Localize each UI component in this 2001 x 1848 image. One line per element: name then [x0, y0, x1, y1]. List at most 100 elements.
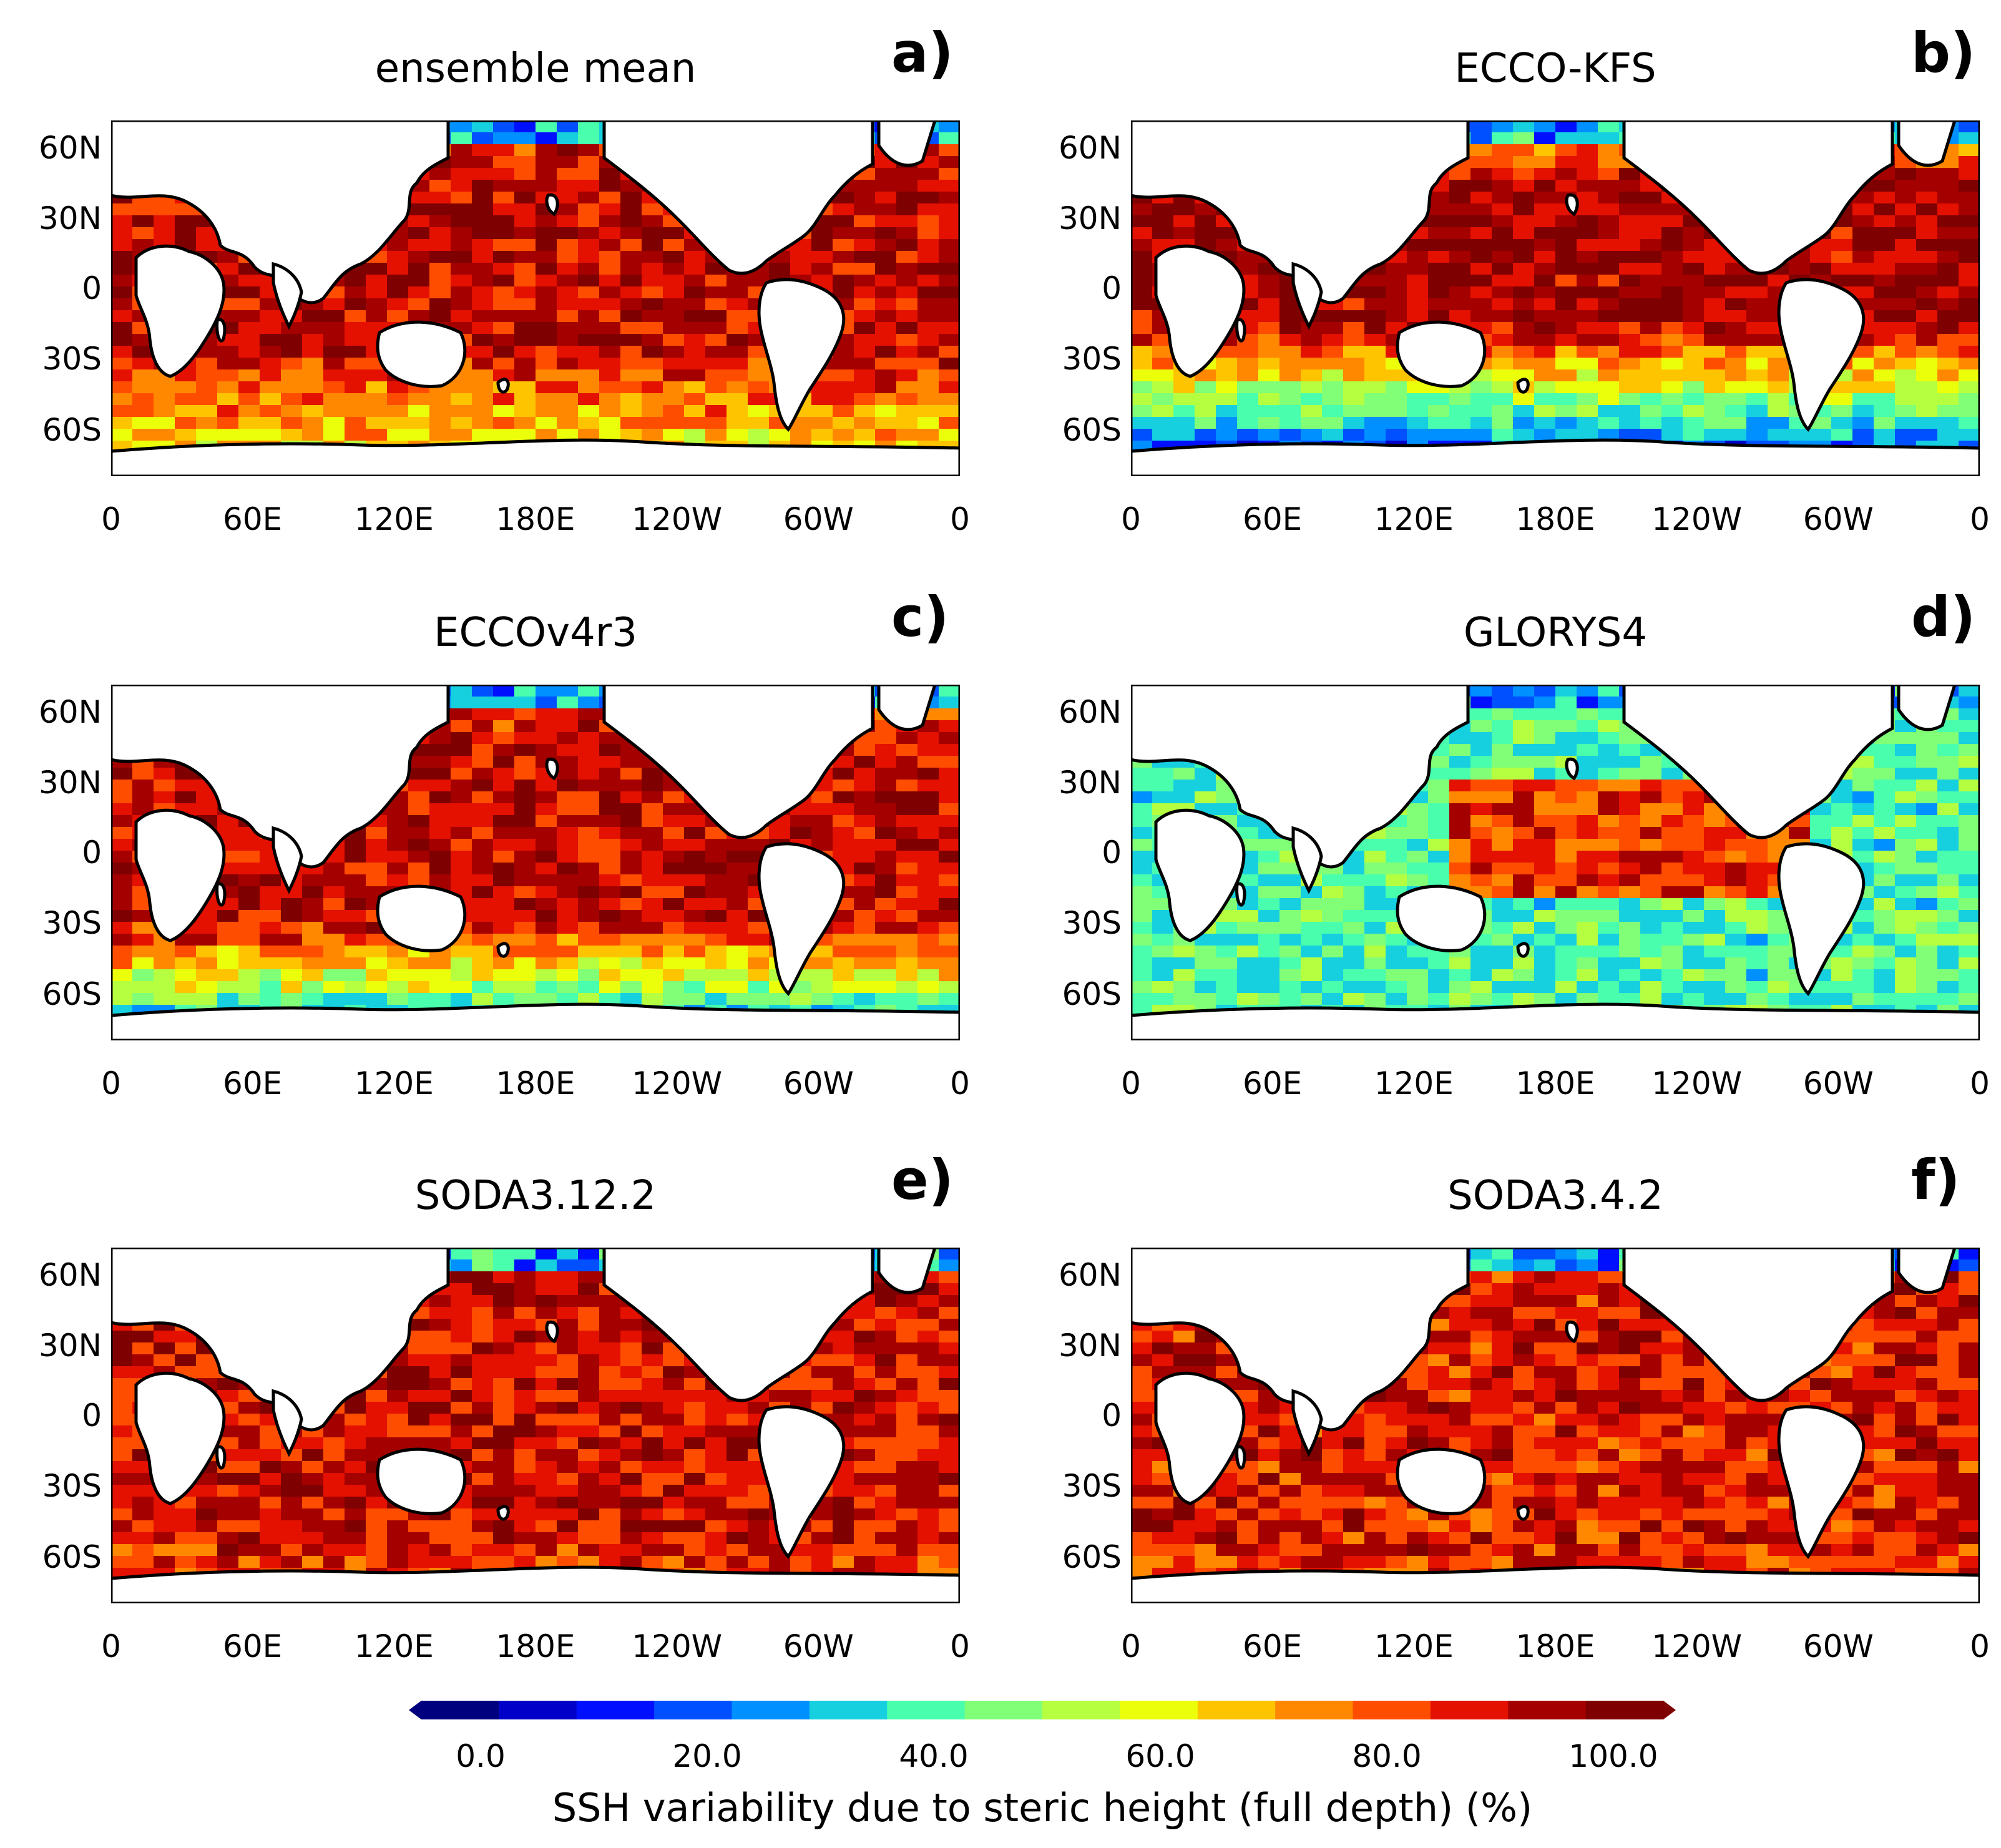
heatmap-cell [599, 946, 621, 958]
heatmap-cell [451, 298, 472, 311]
heatmap-cell [578, 922, 600, 934]
heatmap-cell [1534, 685, 1556, 697]
heatmap-cell [1492, 203, 1514, 216]
heatmap-cell [514, 405, 536, 418]
heatmap-cell [345, 358, 366, 370]
heatmap-cell [875, 851, 897, 863]
heatmap-cell [1216, 429, 1238, 441]
heatmap-cell [896, 429, 918, 441]
heatmap-cell [684, 922, 706, 934]
lon-tick-label: 60E [1243, 1065, 1303, 1102]
heatmap-cell [854, 827, 876, 839]
heatmap-cell [323, 863, 345, 875]
heatmap-cell [302, 898, 324, 911]
heatmap-cell [1598, 322, 1620, 335]
heatmap-cell [1152, 405, 1174, 418]
panel-letter: a) [891, 21, 954, 85]
heatmap-cell [1322, 934, 1344, 946]
heatmap-cell [1577, 132, 1598, 145]
heatmap-cell [1895, 946, 1917, 958]
heatmap-cell [1449, 215, 1471, 228]
heatmap-cell [1555, 851, 1577, 863]
heatmap-cell [1959, 898, 1980, 911]
heatmap-cell [536, 405, 557, 418]
heatmap-cell [1937, 239, 1959, 252]
heatmap-cell [1619, 358, 1641, 370]
heatmap-cell [323, 874, 345, 887]
heatmap-cell [408, 803, 430, 816]
heatmap-cell [472, 251, 494, 263]
heatmap-cell [896, 922, 918, 934]
heatmap-cell [1746, 898, 1768, 911]
heatmap-cell [1428, 215, 1450, 228]
heatmap-cell [1428, 263, 1450, 275]
heatmap-cell [854, 334, 876, 346]
heatmap-cell [1810, 429, 1832, 441]
heatmap-cell [896, 334, 918, 346]
heatmap-cell [1619, 417, 1641, 429]
heatmap-cell [1768, 993, 1789, 1005]
heatmap-cell [917, 886, 939, 899]
heatmap-cell [1704, 851, 1726, 863]
heatmap-cell [684, 417, 706, 429]
heatmap-cell [705, 922, 727, 934]
heatmap-cell [387, 429, 409, 441]
heatmap-cell [1534, 192, 1556, 204]
heatmap-cell [1725, 381, 1747, 394]
heatmap-cell [1577, 981, 1598, 994]
heatmap-cell [260, 417, 281, 429]
heatmap-cell [493, 1271, 515, 1284]
heatmap-cell [302, 369, 324, 382]
heatmap-cell [536, 358, 557, 370]
heatmap-cell [939, 898, 960, 911]
lon-tick-label: 120W [1651, 1065, 1743, 1102]
heatmap-cell [1916, 898, 1938, 911]
heatmap-cell [132, 981, 154, 994]
heatmap-cell [748, 358, 770, 370]
heatmap-cell [896, 874, 918, 887]
heatmap-cell [493, 839, 515, 851]
lat-tick-label: 60N [38, 130, 102, 166]
heatmap-cell [599, 346, 621, 358]
heatmap-cell [387, 993, 409, 1005]
heatmap-cell [854, 322, 876, 335]
heatmap-cell [748, 417, 770, 429]
heatmap-cell [1555, 732, 1577, 745]
heatmap-cell [345, 417, 366, 429]
heatmap-cell [917, 768, 939, 780]
heatmap-cell [345, 839, 366, 851]
heatmap-cell [1916, 203, 1938, 216]
heatmap-cell [514, 815, 536, 828]
heatmap-cell [1131, 322, 1153, 335]
heatmap-cell [429, 180, 451, 192]
heatmap-cell [578, 768, 600, 780]
heatmap-cell [1237, 946, 1259, 958]
heatmap-cell [1470, 239, 1492, 252]
heatmap-cell [1810, 815, 1832, 828]
heatmap-cell [536, 720, 557, 733]
heatmap-cell [578, 874, 600, 887]
heatmap-cell [1513, 144, 1535, 157]
heatmap-cell [642, 946, 663, 958]
heatmap-cell [536, 393, 557, 406]
heatmap-cell [1513, 369, 1535, 382]
heatmap-cell [154, 393, 175, 406]
heatmap-cell [705, 863, 727, 875]
heatmap-cell [1916, 827, 1938, 839]
heatmap-cell [1598, 744, 1620, 756]
heatmap-cell [1449, 780, 1471, 792]
heatmap-cell [472, 298, 494, 311]
heatmap-cell [875, 346, 897, 358]
heatmap-cell [429, 874, 451, 887]
heatmap-cell [1619, 215, 1641, 228]
heatmap-cell [1237, 263, 1259, 275]
heatmap-cell [1577, 286, 1598, 299]
heatmap-cell [578, 417, 600, 429]
heatmap-cell [578, 934, 600, 946]
heatmap-cell [1237, 910, 1259, 922]
heatmap-cell [1683, 839, 1705, 851]
heatmap-cell [536, 239, 557, 252]
heatmap-cell [854, 429, 876, 441]
heatmap-cell [1852, 251, 1874, 263]
heatmap-cell [281, 898, 303, 911]
